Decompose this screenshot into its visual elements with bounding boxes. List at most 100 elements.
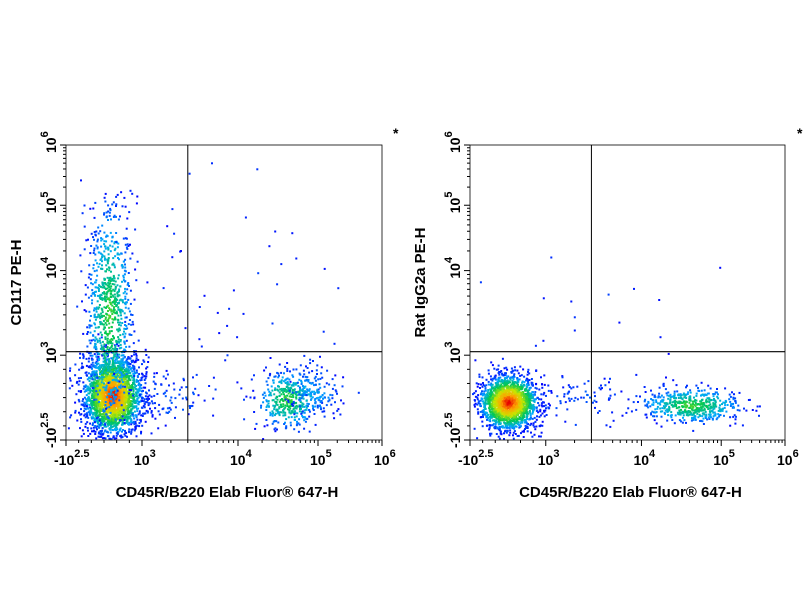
event-dot xyxy=(272,381,275,384)
event-dot xyxy=(121,381,124,383)
event-dot xyxy=(487,413,490,416)
event-dot xyxy=(104,384,107,387)
event-dot xyxy=(106,334,109,337)
event-dot xyxy=(135,393,138,396)
event-dot xyxy=(485,415,488,418)
event-dot xyxy=(142,405,145,408)
event-dot xyxy=(320,372,323,375)
event-dot xyxy=(300,394,303,397)
event-dot xyxy=(119,343,122,346)
event-dot xyxy=(119,215,121,218)
event-dot xyxy=(87,399,90,402)
event-dot xyxy=(91,390,94,393)
event-dot xyxy=(105,234,108,237)
event-dot xyxy=(485,378,488,381)
event-dot xyxy=(128,400,131,403)
event-dot xyxy=(112,395,115,398)
event-dot xyxy=(86,403,89,406)
event-dot xyxy=(284,396,287,399)
event-dot xyxy=(107,333,110,335)
event-dot xyxy=(129,243,131,246)
event-dot xyxy=(94,430,97,433)
event-dot xyxy=(115,411,118,414)
event-dot xyxy=(103,437,106,440)
event-dot xyxy=(123,273,126,276)
event-dot xyxy=(279,398,282,401)
event-dot xyxy=(111,402,114,405)
event-dot xyxy=(115,432,118,435)
event-dot xyxy=(103,277,106,280)
event-dot xyxy=(88,352,91,355)
event-dot xyxy=(117,430,120,433)
event-dot xyxy=(104,389,107,392)
event-dot xyxy=(124,263,126,266)
event-dot xyxy=(125,369,128,372)
event-dot xyxy=(103,314,105,317)
event-dot xyxy=(325,404,328,407)
event-dot xyxy=(128,345,131,348)
event-dot xyxy=(493,419,496,422)
event-dot xyxy=(101,260,103,263)
event-dot xyxy=(150,395,153,398)
event-dot xyxy=(514,433,517,435)
event-dot xyxy=(122,409,125,412)
event-dot xyxy=(94,281,97,284)
event-dot xyxy=(278,406,281,409)
event-dot xyxy=(300,379,303,382)
event-dot xyxy=(97,405,100,408)
event-dot xyxy=(126,372,129,375)
event-dot xyxy=(98,296,101,299)
event-dot xyxy=(121,280,123,283)
event-dot xyxy=(116,389,119,392)
event-dot xyxy=(102,411,105,414)
event-dot xyxy=(107,318,110,321)
event-dot xyxy=(114,414,116,417)
event-dot xyxy=(115,203,118,206)
event-dot xyxy=(113,277,116,280)
event-dot xyxy=(136,418,139,421)
event-dot xyxy=(116,385,119,388)
event-dot xyxy=(120,367,123,370)
event-dot xyxy=(98,368,101,371)
event-dot xyxy=(544,404,547,407)
event-dot xyxy=(321,401,324,404)
event-dot xyxy=(128,395,131,398)
event-dot xyxy=(111,318,114,321)
event-dot xyxy=(90,416,93,419)
event-dot xyxy=(112,318,115,321)
event-dot xyxy=(114,366,117,369)
event-dot xyxy=(305,365,307,368)
event-dot xyxy=(76,305,79,308)
event-dot xyxy=(96,393,99,396)
event-dot xyxy=(99,317,102,320)
event-dot xyxy=(141,363,143,366)
event-dot xyxy=(98,401,100,403)
event-dot xyxy=(87,276,90,279)
event-dot xyxy=(94,392,97,394)
event-dot xyxy=(124,316,127,319)
event-dot xyxy=(192,391,195,394)
event-dot xyxy=(133,330,136,333)
event-dot xyxy=(341,385,344,388)
event-dot xyxy=(152,380,155,383)
event-dot xyxy=(188,172,191,175)
event-dot xyxy=(107,259,110,262)
event-dot xyxy=(94,286,97,289)
event-dot xyxy=(103,286,106,289)
event-dot xyxy=(305,394,308,397)
event-dot xyxy=(89,252,92,255)
event-dot xyxy=(106,435,109,438)
event-dot xyxy=(126,327,129,330)
event-dot xyxy=(129,387,132,390)
event-dot xyxy=(127,283,130,285)
event-dot xyxy=(306,405,309,408)
event-dot xyxy=(98,426,101,429)
event-dot xyxy=(107,314,110,317)
event-dot xyxy=(500,411,503,414)
event-dot xyxy=(103,360,106,363)
event-dot xyxy=(297,422,300,425)
event-dot xyxy=(113,402,116,404)
event-dot xyxy=(107,310,109,312)
event-dot xyxy=(138,373,141,376)
event-dot xyxy=(109,402,112,405)
